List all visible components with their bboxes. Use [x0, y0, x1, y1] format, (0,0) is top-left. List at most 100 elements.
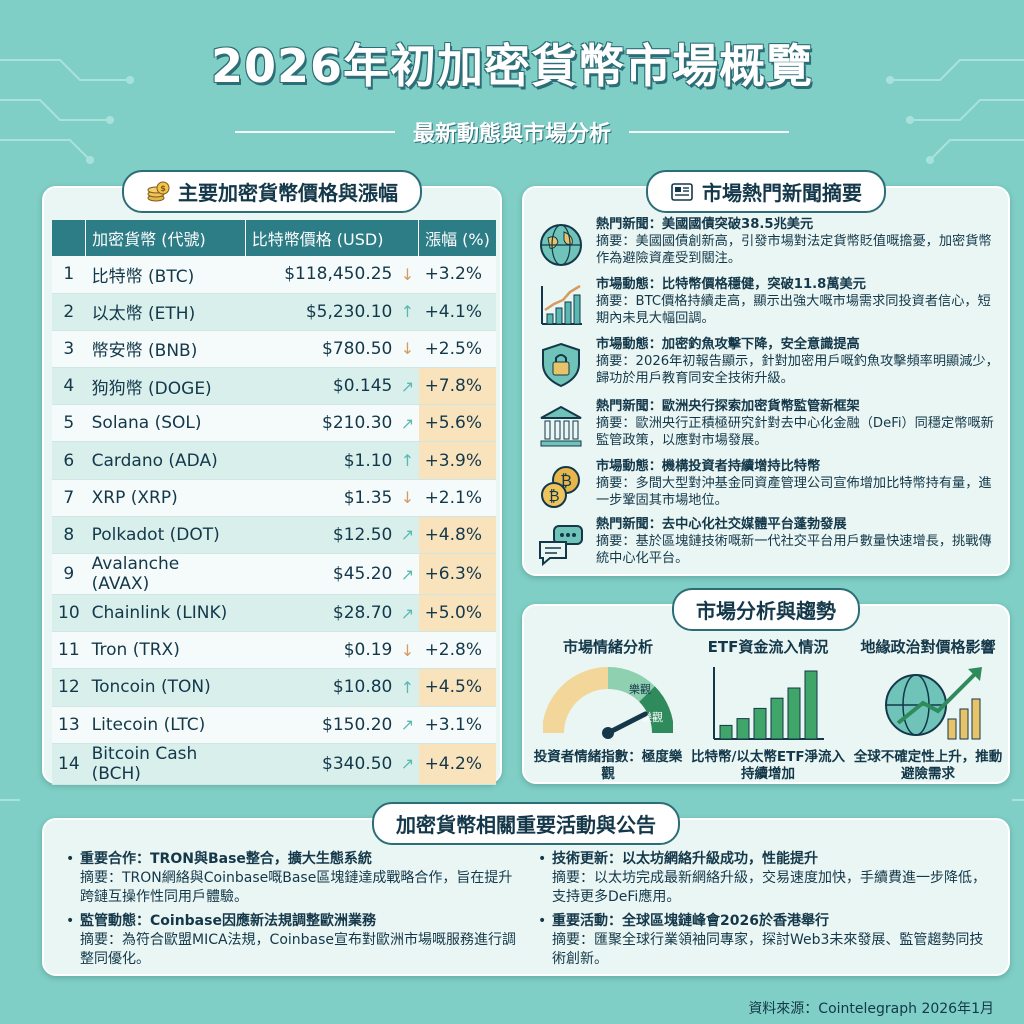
rank-cell: 2 [52, 293, 86, 331]
coin-name-cell: Avalanche (AVAX) [85, 553, 246, 595]
coin-name-cell: Chainlink (LINK) [85, 594, 246, 633]
page-title: 2026年初加密貨幣市場概覽 [210, 39, 814, 93]
price-cell: $5,230.10 [245, 293, 397, 331]
arrow-down-icon: ↓ [396, 631, 419, 670]
news-item: 市場動態：加密釣魚攻擊下降，安全意識提高 摘要：2026年初報告顯示，針對加密用… [536, 336, 1000, 390]
event-headline: 監管動態：Coinbase因應新法規調整歐洲業務 [80, 913, 376, 929]
rank-cell: 1 [52, 256, 86, 294]
news-section-title: 市場熱門新聞摘要 [702, 181, 862, 205]
news-headline: 市場動態：加密釣魚攻擊下降，安全意識提高 [596, 337, 860, 352]
table-row: 13 Litecoin (LTC) $150.20 ↗ +3.1% [52, 706, 496, 744]
events-section-title: 加密貨幣相關重要活動與公告 [396, 813, 656, 837]
coin-name-cell: Polkadot (DOT) [85, 516, 246, 555]
rank-cell: 7 [52, 479, 86, 517]
news-text: 熱門新聞：歐洲央行探索加密貨幣監管新框架 摘要：歐洲央行正積極研究針對去中心化金… [596, 398, 1000, 452]
news-headline: 熱門新聞：美國國債突破38.5兆美元 [596, 217, 814, 232]
table-row: 1 比特幣 (BTC) $118,450.25 ↓ +3.2% [52, 256, 496, 294]
column-header: 比特幣價格 (USD) [245, 220, 420, 256]
event-item: • 重要合作：TRON與Base整合，擴大生態系統 摘要：TRON網絡與Coin… [66, 850, 520, 907]
security-shield-icon [542, 342, 580, 388]
table-row: 8 Polkadot (DOT) $12.50 ↗ +4.8% [52, 516, 496, 555]
news-item: 熱門新聞：去中心化社交媒體平台蓬勃發展 摘要：基於區塊鏈技術嘅新一代社交平台用戶… [536, 516, 1000, 570]
rank-cell: 9 [52, 553, 86, 595]
arrow-up-right-icon: ↗ [396, 404, 419, 443]
source-credit: 資料來源：Cointelegraph 2026年1月 [748, 1001, 994, 1017]
event-summary: 摘要：為符合歐盟MICA法規，Coinbase宣布對歐洲市場嘅服務進行調整同優化… [80, 932, 517, 967]
arrow-up-right-icon: ↗ [396, 516, 419, 555]
news-summary: 摘要：2026年初報告顯示，針對加密用戶嘅釣魚攻擊頻率明顯減少，歸功於用戶教育同… [596, 354, 999, 386]
news-text: 熱門新聞：去中心化社交媒體平台蓬勃發展 摘要：基於區塊鏈技術嘅新一代社交平台用戶… [596, 516, 1000, 570]
change-cell: +7.8% [418, 367, 496, 406]
news-panel: 市場熱門新聞摘要 熱門新聞：美國國債突破38.5兆美元 摘要：美國國債創新高，引… [522, 170, 1010, 576]
etf-title: ETF資金流入情況 [707, 638, 829, 656]
event-item: • 技術更新：以太坊網絡升級成功，性能提升 摘要：以太坊完成最新網絡升級，交易速… [538, 850, 992, 907]
arrow-up-right-icon: ↗ [396, 743, 419, 785]
rank-cell: 12 [52, 668, 86, 707]
globe-icon [540, 224, 582, 266]
coin-name-cell: Litecoin (LTC) [85, 706, 246, 744]
news-section-tab: 市場熱門新聞摘要 [646, 170, 886, 213]
price-cell: $1.10 [245, 441, 397, 480]
geo-column: 地緣政治對價格影響 全球不確定性上升，推動避險需求 [848, 636, 1008, 783]
coin-name-cell: XRP (XRP) [85, 479, 246, 517]
sentiment-description: 投資者情緒指數：極度樂觀 [533, 749, 683, 782]
bullet-icon: • [538, 851, 547, 867]
divider [234, 131, 395, 133]
coin-name-cell: Bitcoin Cash (BCH) [85, 743, 246, 785]
growth-chart-icon [541, 284, 582, 325]
svg-text:₿: ₿ [560, 471, 572, 490]
table-row: 9 Avalanche (AVAX) $45.20 ↗ +6.3% [52, 553, 496, 595]
arrow-up-right-icon: ↗ [396, 553, 419, 595]
table-row: 3 幣安幣 (BNB) $780.50 ↓ +2.5% [52, 330, 496, 369]
rank-cell: 11 [52, 631, 86, 670]
rank-cell: 3 [52, 330, 86, 369]
coins-icon: $ [147, 181, 170, 201]
news-item: 市場動態：比特幣價格穩健，突破11.8萬美元 摘要：BTC價格持續走高，顯示出強… [536, 276, 1000, 330]
etf-bar [719, 724, 733, 740]
geo-title: 地緣政治對價格影響 [860, 638, 996, 656]
table-row: 7 XRP (XRP) $1.35 ↓ +2.1% [52, 479, 496, 517]
subtitle-row: 最新動態與市場分析 [0, 116, 1024, 148]
table-row: 10 Chainlink (LINK) $28.70 ↗ +5.0% [52, 594, 496, 633]
svg-text:$: $ [160, 184, 166, 193]
etf-bar [736, 718, 750, 740]
bitcoin-coins-icon: ₿ ₿ [541, 466, 580, 508]
news-summary: 摘要：歐洲央行正積極研究針對去中心化金融（DeFi）同穩定幣嘅新監管政策，以應對… [596, 416, 994, 448]
coin-name-cell: Toncoin (TON) [85, 668, 246, 707]
gauge-label: 樂觀 [629, 682, 651, 696]
rank-cell: 6 [52, 441, 86, 480]
coin-name-cell: 以太幣 (ETH) [85, 293, 246, 331]
change-cell: +5.6% [418, 404, 496, 443]
news-headline: 熱門新聞：歐洲央行探索加密貨幣監管新框架 [596, 399, 860, 414]
price-cell: $210.30 [245, 404, 397, 443]
etf-bar [787, 687, 801, 740]
price-section-title: 主要加密貨幣價格與漲幅 [178, 181, 398, 205]
arrow-down-icon: ↓ [396, 256, 419, 294]
table-row: 6 Cardano (ADA) $1.10 ↑ +3.9% [52, 441, 496, 480]
change-cell: +5.0% [418, 594, 496, 633]
news-headline: 市場動態：機構投資者持續增持比特幣 [596, 459, 821, 474]
bullet-icon: • [66, 913, 75, 929]
price-cell: $45.20 [245, 553, 397, 595]
change-cell: +4.8% [418, 516, 496, 555]
table-header-row: 加密貨幣 (代號) 比特幣價格 (USD) 漲幅 (%) [52, 220, 496, 256]
news-item: 熱門新聞：歐洲央行探索加密貨幣監管新框架 摘要：歐洲央行正積極研究針對去中心化金… [536, 398, 1000, 452]
change-cell: +2.5% [418, 330, 496, 369]
news-summary: 摘要：多間大型對沖基金同資產管理公司宣佈增加比特幣持有量，進一步鞏固其市場地位。 [596, 476, 992, 508]
event-headline: 技術更新：以太坊網絡升級成功，性能提升 [552, 851, 818, 867]
news-summary: 摘要：BTC價格持續走高，顯示出強大嘅市場需求同投資者信心，短期內未見大幅回調。 [596, 294, 991, 326]
price-cell: $12.50 [245, 516, 397, 555]
etf-bar [753, 707, 767, 740]
news-item: 熱門新聞：美國國債突破38.5兆美元 摘要：美國國債創新高，引發市場對法定貨幣貶… [536, 216, 1000, 270]
bank-icon [540, 405, 582, 447]
etf-description: 比特幣/以太幣ETF淨流入持續增加 [690, 749, 846, 782]
etf-bar [804, 670, 818, 740]
bullet-icon: • [66, 851, 75, 867]
change-cell: +6.3% [418, 553, 496, 595]
change-cell: +3.9% [418, 441, 496, 480]
arrow-up-right-icon: ↗ [396, 367, 419, 406]
analysis-section-tab: 市場分析與趨勢 [672, 588, 860, 631]
sentiment-column: 市場情緒分析 樂觀 樂觀 投資者情緒指數：極度樂觀 [528, 636, 688, 783]
arrow-up-right-icon: ↗ [396, 594, 419, 633]
change-cell: +4.2% [418, 743, 496, 785]
